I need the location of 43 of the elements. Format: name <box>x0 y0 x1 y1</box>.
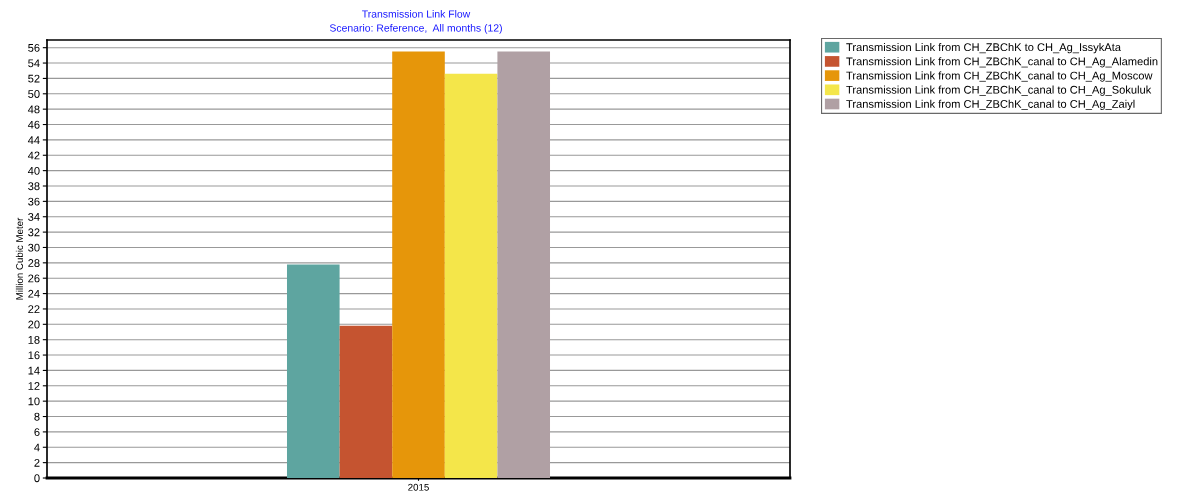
y-tick-label: 54 <box>28 59 40 68</box>
y-tick-label: 34 <box>28 213 40 221</box>
y-tick-label: 20 <box>28 320 40 329</box>
y-tick-label: 22 <box>28 305 40 313</box>
y-tick-label: 42 <box>27 151 40 160</box>
y-tick-label: 12 <box>28 382 40 390</box>
y-tick-label: 36 <box>28 197 40 206</box>
y-tick-label: 40 <box>27 166 40 175</box>
y-tick-label: 2 <box>34 458 40 467</box>
y-tick-label: 32 <box>28 228 40 237</box>
bar <box>444 73 498 478</box>
bar <box>392 51 445 478</box>
y-tick-label: 6 <box>34 428 40 437</box>
x-tick-label: 2015 <box>408 483 429 491</box>
bar <box>339 325 393 478</box>
y-axis-title: Million Cubic Meter <box>15 217 23 300</box>
chart-subtitle: Scenario: Reference, All months (12) <box>329 24 502 34</box>
y-tick-label: 30 <box>28 243 40 252</box>
y-tick-label: 18 <box>28 335 40 344</box>
y-tick-label: 14 <box>28 366 40 375</box>
y-tick-label: 4 <box>34 443 40 452</box>
legend-label: Transmission Link from CH_ZBChK_canal to CH_Ag_Zaiyl <box>846 99 1135 111</box>
legend-label: Transmission Link from CH_ZBChK_canal to CH_Ag_Alamedin <box>846 57 1158 68</box>
y-tick-label: 16 <box>28 351 40 360</box>
y-tick-label: 24 <box>28 289 40 298</box>
bar <box>286 264 340 478</box>
y-tick-label: 10 <box>28 397 40 406</box>
y-tick-label: 52 <box>28 74 40 83</box>
y-tick-label: 48 <box>27 105 40 114</box>
y-tick-label: 50 <box>28 90 40 98</box>
y-tick-label: 38 <box>28 182 40 191</box>
y-tick-label: 0 <box>34 474 40 483</box>
y-tick-label: 46 <box>27 120 40 129</box>
bar <box>497 51 551 478</box>
y-tick-label: 26 <box>28 274 40 283</box>
y-tick-label: 8 <box>34 412 40 421</box>
y-tick-label: 44 <box>27 136 40 144</box>
legend-label: Transmission Link from CH_ZBChK_canal to CH_Ag_Sokuluk <box>846 85 1152 96</box>
y-tick-label: 56 <box>28 43 40 52</box>
y-tick-label: 28 <box>28 259 40 267</box>
legend-label: Transmission Link from CH_ZBChK to CH_Ag_IssykAta <box>846 42 1121 54</box>
legend-label: Transmission Link from CH_ZBChK_canal to CH_Ag_Moscow <box>846 71 1153 82</box>
chart-title: Transmission Link Flow <box>362 10 471 18</box>
